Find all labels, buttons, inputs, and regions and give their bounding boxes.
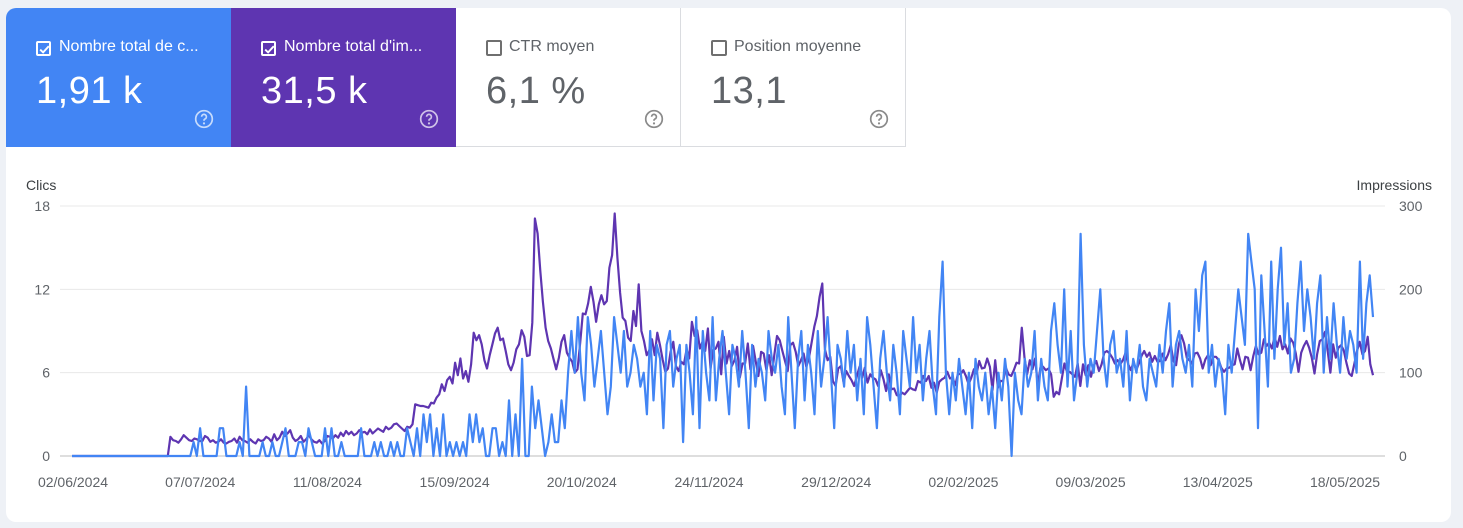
x-tick-label: 24/11/2024: [674, 474, 743, 490]
x-tick-label: 29/12/2024: [801, 474, 871, 490]
metric-value: 6,1 %: [486, 70, 586, 112]
performance-chart: Clics Impressions 18 300 12 200 6 100 0 0 02/06/20…: [26, 177, 1432, 490]
x-tick-label: 02/02/2025: [928, 474, 998, 490]
series-impressions-line: [72, 212, 1375, 458]
x-tick-label: 11/08/2024: [293, 474, 362, 490]
y-tick-right: 0: [1399, 448, 1407, 464]
y-axis-right-title: Impressions: [1357, 177, 1432, 193]
y-tick-left: 6: [42, 365, 50, 381]
metric-tile-clicks[interactable]: Nombre total de c... 1,91 k: [6, 8, 231, 147]
y-tick-left: 18: [34, 198, 50, 214]
x-tick-label: 13/04/2025: [1183, 474, 1253, 490]
checkmark-icon: [39, 45, 50, 54]
x-tick-label: 15/09/2024: [420, 474, 490, 490]
help-circle-icon[interactable]: [644, 109, 664, 129]
metric-tiles: Nombre total de c... 1,91 k Nombre total d…: [6, 8, 906, 147]
metric-label: Nombre total d'im...: [284, 38, 423, 55]
performance-card: Nombre total de c... 1,91 k Nombre total d…: [6, 8, 1451, 522]
metric-checkbox[interactable]: [486, 40, 502, 56]
metric-label: Position moyenne: [734, 38, 862, 55]
help-circle-icon[interactable]: [419, 109, 439, 129]
metric-value: 1,91 k: [36, 70, 143, 112]
y-tick-right: 300: [1399, 198, 1423, 214]
x-tick-label: 09/03/2025: [1056, 474, 1126, 490]
x-tick-label: 07/07/2024: [165, 474, 235, 490]
metric-label: Nombre total de c...: [59, 38, 199, 55]
metric-value: 31,5 k: [261, 70, 368, 112]
metric-checkbox[interactable]: [36, 41, 51, 56]
metric-checkbox[interactable]: [711, 40, 727, 56]
metric-value: 13,1: [711, 70, 787, 112]
metric-tile-position[interactable]: Position moyenne 13,1: [681, 8, 906, 147]
metric-checkbox[interactable]: [261, 41, 276, 56]
help-circle-icon[interactable]: [194, 109, 214, 129]
metric-tile-impressions[interactable]: Nombre total d'im... 31,5 k: [231, 8, 456, 147]
y-tick-left: 0: [42, 448, 50, 464]
y-tick-right: 100: [1399, 365, 1423, 381]
metric-label: CTR moyen: [509, 38, 595, 55]
help-circle-icon[interactable]: [869, 109, 889, 129]
metric-tile-ctr[interactable]: CTR moyen 6,1 %: [456, 8, 681, 147]
y-axis-left-title: Clics: [26, 177, 56, 193]
y-tick-left: 12: [34, 281, 50, 297]
x-tick-label: 20/10/2024: [547, 474, 617, 490]
y-tick-right: 200: [1399, 281, 1423, 297]
checkmark-icon: [264, 45, 275, 54]
x-tick-label: 18/05/2025: [1310, 474, 1380, 490]
series-clicks-line: [72, 232, 1375, 458]
x-tick-label: 02/06/2024: [38, 474, 108, 490]
